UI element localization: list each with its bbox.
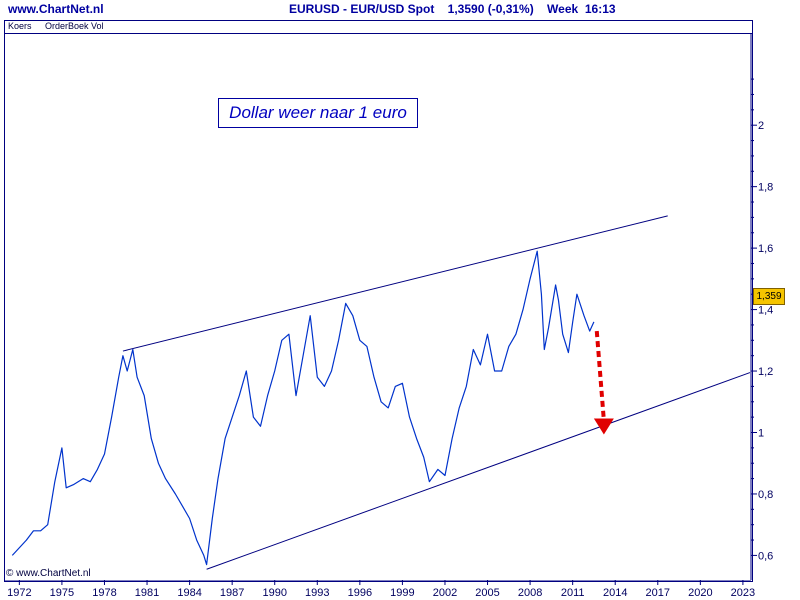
forecast-arrow-shaft [594, 330, 606, 421]
x-tick-label: 2014 [603, 587, 627, 599]
y-tick-label: 1,8 [758, 182, 773, 194]
chart-subheader: Koers OrderBoek Vol [5, 21, 752, 34]
y-tick-label: 0,6 [758, 550, 773, 562]
y-tick-label: 0,8 [758, 489, 773, 501]
chart-annotation: Dollar weer naar 1 euro [218, 98, 418, 128]
forecast-arrow-head [593, 418, 614, 435]
tab-orderboek-vol[interactable]: OrderBoek Vol [45, 21, 104, 31]
x-tick-label: 1984 [177, 587, 201, 599]
x-tick-label: 2017 [646, 587, 670, 599]
y-tick-label: 1,2 [758, 366, 773, 378]
last-price-tag: 1,359 [753, 288, 785, 305]
price-series-line [11, 250, 595, 566]
x-tick-label: 1993 [305, 587, 329, 599]
x-tick-label: 1996 [348, 587, 372, 599]
site-name: www.ChartNet.nl [8, 2, 104, 16]
x-tick-label: 1990 [262, 587, 286, 599]
tab-koers[interactable]: Koers [8, 21, 32, 31]
x-tick-label: 2008 [518, 587, 542, 599]
x-tick-label: 1975 [50, 587, 74, 599]
x-tick-label: 2005 [475, 587, 499, 599]
x-tick-label: 1981 [135, 587, 159, 599]
y-tick-label: 1 [758, 427, 764, 439]
y-tick-label: 1,6 [758, 243, 773, 255]
x-tick-label: 1972 [7, 587, 31, 599]
x-tick-label: 2020 [688, 587, 712, 599]
trend-line [122, 215, 668, 352]
x-tick-label: 1999 [390, 587, 414, 599]
y-tick-label: 2 [758, 120, 764, 132]
x-tick-label: 2023 [731, 587, 755, 599]
trend-line [206, 372, 751, 570]
copyright-text: © www.ChartNet.nl [6, 568, 91, 579]
x-tick-label: 2002 [433, 587, 457, 599]
x-tick-label: 2011 [561, 587, 585, 599]
x-tick-label: 1978 [92, 587, 116, 599]
instrument-info: EURUSD - EUR/USD Spot 1,3590 (-0,31%) We… [289, 2, 616, 16]
title-bar: www.ChartNet.nl EURUSD - EUR/USD Spot 1,… [0, 0, 800, 18]
y-tick-label: 1,4 [758, 305, 773, 317]
x-tick-label: 1987 [220, 587, 244, 599]
